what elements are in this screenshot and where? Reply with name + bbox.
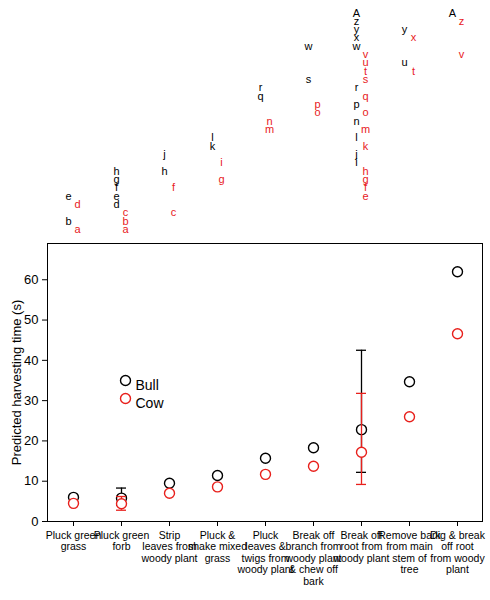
- svg-text:z: z: [459, 15, 465, 27]
- svg-text:v: v: [459, 48, 465, 60]
- svg-text:x: x: [411, 31, 417, 43]
- svg-text:q: q: [362, 90, 368, 102]
- svg-text:c: c: [123, 206, 129, 218]
- html-text:tree: tree: [400, 563, 419, 576]
- svg-text:t: t: [412, 65, 415, 77]
- svg-text:c: c: [171, 206, 177, 218]
- svg-text:p: p: [314, 98, 320, 110]
- svg-text:l: l: [211, 131, 213, 143]
- svg-text:e: e: [113, 189, 120, 202]
- html-text:& chew off: & chew off: [289, 563, 338, 576]
- html-text:grass: grass: [60, 540, 87, 553]
- svg-text:g: g: [362, 173, 369, 185]
- svg-text:g: g: [218, 173, 224, 185]
- html-text:twigs from: twigs from: [241, 551, 290, 564]
- svg-text:a: a: [122, 222, 129, 235]
- svg-text:i: i: [220, 156, 222, 168]
- svg-text:q: q: [257, 89, 264, 102]
- svg-text:h: h: [113, 165, 119, 177]
- svg-text:s: s: [306, 73, 312, 85]
- svg-text:10: 10: [24, 473, 38, 488]
- svg-text:z: z: [353, 14, 360, 27]
- html-text:woody plant: woody plant: [285, 551, 342, 564]
- svg-text:h: h: [362, 165, 368, 177]
- html-text:woody plant: woody plant: [141, 551, 198, 564]
- html-text:Remove bark: Remove bark: [378, 528, 441, 541]
- html-text:Strip: Strip: [158, 528, 181, 541]
- svg-text:d: d: [113, 198, 120, 210]
- svg-text:s: s: [362, 73, 369, 86]
- svg-text:j: j: [162, 148, 165, 160]
- svg-text:b: b: [122, 214, 129, 227]
- svg-text:t: t: [364, 64, 367, 77]
- svg-text:j: j: [354, 148, 357, 160]
- svg-text:r: r: [355, 81, 359, 93]
- html-text:Pluck: Pluck: [252, 528, 279, 541]
- svg-text:f: f: [364, 181, 367, 194]
- html-text:leaves &: leaves &: [245, 540, 286, 553]
- svg-text:k: k: [209, 139, 216, 152]
- html-text:branch from: branch from: [285, 540, 342, 553]
- html-text:woody plant: woody plant: [237, 563, 294, 576]
- svg-text:Pluck greenforb: Pluck greenforb: [94, 529, 150, 553]
- svg-text:Pluck &shake mixedgrass: Pluck &shake mixedgrass: [188, 529, 247, 564]
- svg-text:A: A: [353, 7, 361, 19]
- svg-text:50: 50: [24, 312, 38, 327]
- svg-text:e: e: [362, 189, 369, 202]
- html-text:root from: root from: [340, 540, 383, 553]
- html-text:from main: from main: [386, 540, 433, 553]
- svg-text:h: h: [161, 165, 167, 177]
- html-text:stem of: stem of: [392, 551, 427, 564]
- svg-text:l: l: [355, 131, 357, 143]
- svg-text:e: e: [65, 190, 71, 202]
- svg-text:a: a: [74, 223, 81, 235]
- svg-text:m: m: [264, 123, 275, 136]
- svg-text:r: r: [259, 81, 263, 93]
- svg-text:g: g: [113, 173, 120, 185]
- svg-text:v: v: [363, 48, 369, 60]
- html-text:Pluck green: Pluck green: [45, 528, 102, 541]
- svg-text:f: f: [115, 181, 118, 194]
- svg-text:u: u: [401, 56, 407, 68]
- svg-text:p: p: [353, 98, 359, 110]
- svg-text:Bull: Bull: [136, 377, 159, 393]
- svg-text:k: k: [363, 140, 369, 152]
- svg-text:o: o: [362, 106, 368, 118]
- svg-text:A: A: [449, 7, 457, 19]
- svg-text:x: x: [353, 31, 360, 44]
- svg-text:y: y: [402, 23, 408, 35]
- html-text:Break off: Break off: [340, 528, 383, 541]
- svg-text:i: i: [355, 156, 358, 169]
- svg-text:w: w: [352, 39, 361, 52]
- svg-text:n: n: [266, 115, 272, 127]
- svg-text:Cow: Cow: [136, 395, 165, 411]
- svg-text:0: 0: [31, 514, 38, 529]
- html-text:leaves from: leaves from: [142, 540, 197, 553]
- svg-text:o: o: [314, 106, 321, 119]
- svg-text:w: w: [304, 40, 313, 52]
- svg-text:d: d: [74, 198, 80, 210]
- svg-text:40: 40: [24, 353, 38, 368]
- svg-text:f: f: [172, 181, 176, 193]
- svg-text:Predicted harvesting time (s): Predicted harvesting time (s): [9, 300, 24, 465]
- html-text:woody plant: woody plant: [333, 551, 390, 564]
- html-text:bark: bark: [303, 574, 324, 587]
- svg-text:60: 60: [24, 272, 38, 287]
- svg-text:30: 30: [24, 393, 38, 408]
- svg-text:20: 20: [24, 433, 38, 448]
- svg-text:u: u: [362, 56, 369, 69]
- svg-text:n: n: [353, 115, 359, 127]
- svg-text:m: m: [361, 123, 370, 135]
- svg-text:y: y: [353, 23, 360, 36]
- svg-text:b: b: [65, 215, 71, 227]
- html-text:Break off: Break off: [292, 528, 335, 541]
- svg-text:Dig & breakoff rootfrom woodyp: Dig & breakoff rootfrom woodyplant: [430, 529, 486, 576]
